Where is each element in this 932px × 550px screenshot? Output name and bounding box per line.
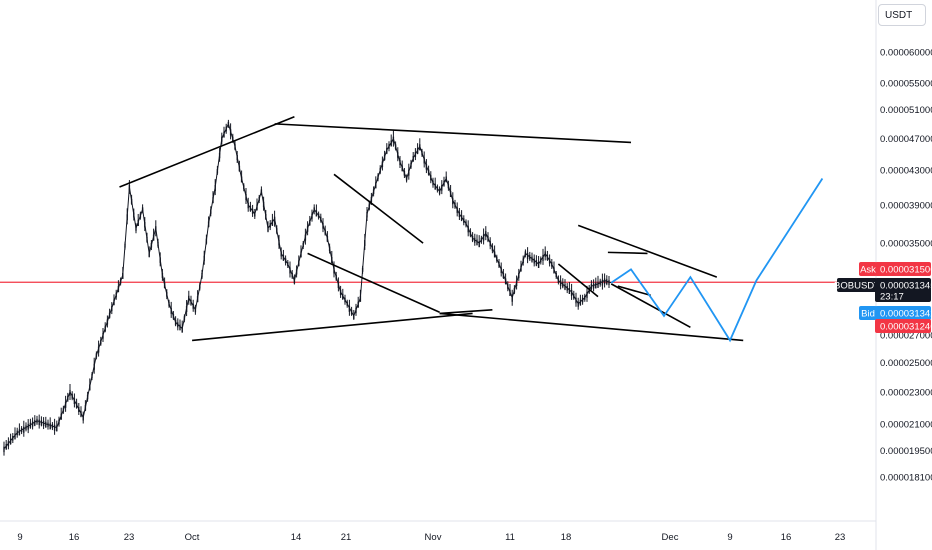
- time-tick-label: Dec: [662, 532, 679, 543]
- currency-button[interactable]: USDT: [878, 4, 926, 26]
- ask-price-tag: [875, 262, 931, 276]
- price-candle-body: [181, 326, 183, 333]
- price-candle-body: [476, 239, 478, 245]
- price-candle-body: [535, 260, 538, 266]
- time-tick-label: 23: [124, 532, 135, 543]
- time-tick-label: 9: [17, 532, 22, 543]
- price-area[interactable]: [0, 115, 876, 456]
- trendline: [274, 123, 632, 144]
- price-axis[interactable]: 0.000060000 0.000055000 0.000051000 0.00004…: [880, 48, 932, 484]
- price-tick-label: 0.000035000: [880, 239, 932, 250]
- trendline: [607, 251, 648, 255]
- ask-tag: [859, 262, 877, 276]
- price-candle-body: [564, 284, 566, 290]
- price-tick-label: 0.000025000: [880, 358, 932, 369]
- price-candle-body: [597, 281, 599, 288]
- projection-path: [610, 178, 824, 343]
- trendline: [439, 312, 744, 342]
- trendline: [439, 308, 493, 315]
- low-price-value: 0.000031246: [880, 322, 932, 333]
- price-candle-body: [603, 278, 606, 284]
- trendline: [307, 252, 440, 313]
- time-tick-label: 9: [727, 532, 732, 543]
- price-candle-body: [27, 424, 29, 430]
- price-candle-body: [601, 279, 604, 286]
- price-candle-body: [579, 299, 582, 306]
- symbol-tag-label: BOBUSDT: [834, 281, 880, 292]
- price-tick-label: 0.000018100: [880, 472, 932, 483]
- price-tick-label: 0.000055000: [880, 78, 932, 89]
- price-candle-body: [135, 226, 137, 231]
- trendline: [333, 173, 424, 244]
- price-candle-body: [434, 183, 436, 190]
- price-candle-body: [526, 253, 529, 260]
- trendline: [610, 283, 691, 329]
- price-tick-label: 0.000021000: [880, 420, 932, 431]
- time-tick-label: 14: [291, 532, 302, 543]
- trendline: [557, 263, 599, 298]
- time-axis[interactable]: 9 16 23 Oct 14 21 Nov 11 18 Dec 9 16 23: [17, 532, 845, 543]
- time-tick-label: 18: [561, 532, 572, 543]
- price-tick-label: 0.000039000: [880, 200, 932, 211]
- price-candle-body: [3, 446, 5, 453]
- price-tick-label: 0.000043000: [880, 166, 932, 177]
- price-candle-body: [315, 210, 318, 217]
- bid-price-value: 0.000031342: [880, 309, 932, 320]
- ask-price-value: 0.000031506: [880, 265, 932, 276]
- bid-tag-label: Bid: [861, 309, 875, 320]
- time-tick-label: 16: [69, 532, 80, 543]
- trendline: [119, 115, 295, 188]
- price-candle-body: [45, 421, 47, 428]
- price-candle-body: [595, 282, 597, 289]
- price-tick-label: 0.000019500: [880, 446, 932, 457]
- price-candle-body: [23, 426, 25, 433]
- price-candle-body: [478, 241, 480, 248]
- time-tick-label: 11: [505, 532, 515, 543]
- bid-price-tag: [875, 306, 931, 320]
- price-tick-label: 0.000051000: [880, 105, 932, 116]
- price-candle-body: [18, 429, 21, 436]
- trendline: [577, 224, 718, 278]
- time-tick-label: Oct: [185, 532, 200, 543]
- price-candle-body: [482, 234, 485, 241]
- price-candle-body: [179, 324, 181, 330]
- time-tick-label: 21: [341, 532, 352, 543]
- symbol-tag: [837, 278, 877, 292]
- time-tick-label: Nov: [425, 532, 442, 543]
- time-tick-label: 23: [835, 532, 846, 543]
- price-candle-body: [14, 433, 16, 440]
- price-candle-body: [537, 261, 540, 268]
- price-candle-body: [568, 287, 571, 294]
- trendline: [617, 285, 652, 297]
- bid-tag: [859, 306, 877, 320]
- price-candle-body: [148, 251, 150, 257]
- time-tick-label: 16: [781, 532, 792, 543]
- price-candle-body: [53, 424, 56, 431]
- price-candle-body: [271, 219, 274, 226]
- currency-label: USDT: [885, 9, 913, 21]
- last-price-value: 0.000031345: [880, 281, 932, 292]
- price-candle-body: [49, 423, 51, 430]
- trendline: [192, 312, 473, 342]
- price-candle-body: [542, 254, 544, 261]
- price-tick-label: 0.000060000: [880, 48, 932, 59]
- countdown-value: 23:17: [880, 292, 904, 303]
- price-candle-body: [56, 425, 58, 432]
- low-price-tag: [875, 319, 931, 333]
- price-series-line: [3, 122, 612, 449]
- ask-tag-label: Ask: [860, 265, 876, 276]
- price-candle-body: [38, 419, 40, 426]
- price-tick-label: 0.000027000: [880, 331, 932, 342]
- price-tick-label: 0.000023000: [880, 387, 932, 398]
- price-tick-label: 0.000047000: [880, 134, 932, 145]
- last-price-tag: [875, 278, 931, 302]
- price-candle-body: [34, 420, 36, 426]
- price-candle-body: [559, 280, 562, 286]
